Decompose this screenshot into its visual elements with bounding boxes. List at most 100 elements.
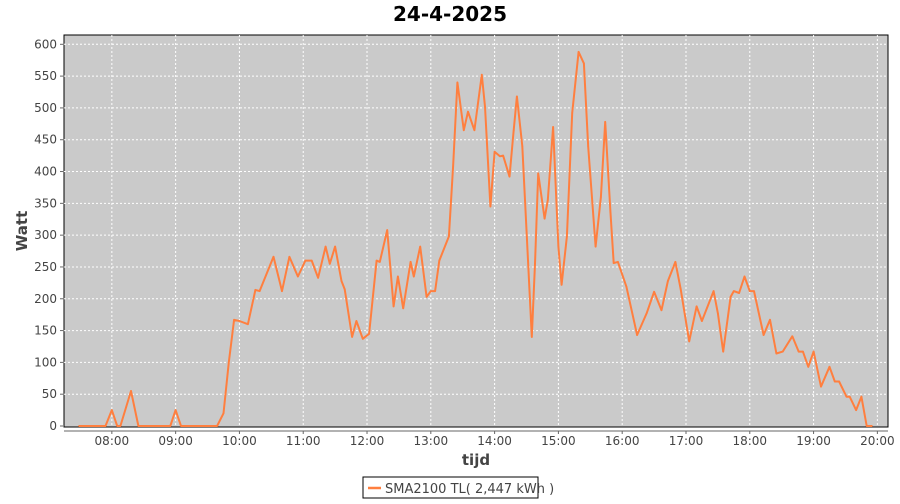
data-point: [775, 352, 778, 355]
data-point: [557, 245, 560, 248]
data-point: [378, 261, 381, 263]
y-tick-label: 400: [34, 165, 57, 179]
series-line: [78, 50, 873, 427]
data-point: [521, 145, 524, 147]
y-tick-label: 0: [49, 419, 57, 433]
data-point: [753, 290, 755, 292]
data-point: [865, 425, 868, 427]
data-point: [807, 366, 810, 368]
data-point: [419, 245, 421, 248]
data-point: [594, 245, 597, 248]
data-point: [462, 129, 465, 131]
x-tick-label: 16:00: [605, 434, 640, 448]
data-point: [375, 259, 378, 262]
data-point: [812, 350, 815, 353]
y-tick-label: 100: [34, 355, 57, 369]
data-point: [467, 110, 469, 113]
data-point: [636, 334, 638, 336]
data-point: [762, 334, 765, 336]
data-point: [111, 409, 113, 411]
data-point: [820, 385, 822, 388]
data-point: [552, 126, 554, 128]
data-point: [355, 320, 358, 322]
y-tick-label: 300: [34, 228, 57, 242]
data-point: [233, 318, 235, 321]
data-point: [402, 307, 404, 310]
data-point: [324, 245, 327, 248]
data-point: [512, 129, 515, 131]
x-tick-label: 15:00: [541, 434, 576, 448]
chart-title: 24-4-2025: [393, 2, 507, 26]
data-point: [802, 350, 804, 353]
data-point: [845, 395, 848, 398]
data-point: [577, 51, 580, 53]
data-point: [848, 395, 851, 398]
x-axis: 08:00 09:00 10:00 11:00 12:00 13:00 14:00 15:00…: [64, 430, 895, 448]
data-point: [392, 305, 395, 308]
y-tick-label: 550: [34, 69, 57, 83]
data-point: [258, 290, 261, 292]
data-point: [334, 245, 336, 248]
data-point: [729, 296, 732, 298]
x-tick-label: 10:00: [222, 434, 257, 448]
series-layer: [78, 50, 873, 427]
data-point: [484, 105, 486, 108]
data-point: [174, 409, 177, 411]
data-point: [169, 425, 172, 427]
data-point: [688, 340, 690, 343]
data-point: [546, 199, 549, 201]
data-point: [674, 261, 677, 263]
data-point: [310, 259, 313, 262]
legend: SMA2100 TL( 2,447 kWh ): [362, 476, 554, 499]
data-point: [653, 290, 655, 293]
data-point: [587, 145, 589, 148]
y-tick-label: 250: [34, 260, 57, 274]
data-point: [499, 155, 501, 158]
data-point: [722, 350, 724, 353]
data-point: [413, 275, 415, 278]
data-point: [679, 288, 682, 291]
data-point: [228, 361, 230, 364]
data-point: [329, 262, 331, 265]
data-point: [667, 280, 669, 282]
data-point: [397, 275, 399, 278]
data-point: [855, 409, 857, 411]
x-tick-label: 11:00: [286, 434, 321, 448]
data-point: [386, 229, 389, 231]
data-point: [695, 305, 698, 308]
data-point: [860, 395, 863, 398]
data-point: [525, 229, 528, 231]
data-point: [748, 290, 751, 292]
x-axis-label: tijd: [462, 451, 490, 469]
data-point: [717, 312, 719, 315]
data-point: [425, 296, 428, 298]
y-tick-label: 50: [42, 387, 57, 401]
data-point: [560, 283, 563, 286]
data-point: [368, 332, 370, 335]
x-tick-label: 18:00: [732, 434, 767, 448]
data-point: [434, 290, 436, 292]
x-tick-label: 14:00: [477, 434, 512, 448]
data-point: [137, 425, 140, 427]
data-point: [502, 154, 504, 157]
x-tick-label: 13:00: [414, 434, 449, 448]
data-point: [712, 290, 715, 292]
data-point: [645, 312, 648, 315]
data-point: [566, 235, 568, 238]
data-point: [738, 292, 740, 294]
data-point: [660, 309, 663, 312]
data-point: [838, 380, 840, 383]
data-point: [222, 412, 225, 415]
y-tick-label: 200: [34, 292, 57, 306]
data-point: [791, 335, 794, 338]
data-point: [104, 425, 107, 427]
data-point: [769, 318, 771, 321]
data-point: [430, 290, 432, 292]
data-point: [448, 235, 450, 238]
x-tick-label: 17:00: [669, 434, 704, 448]
data-point: [625, 285, 628, 288]
data-point: [531, 336, 533, 338]
data-point: [617, 261, 619, 263]
data-point: [604, 121, 606, 123]
data-point: [871, 425, 873, 427]
